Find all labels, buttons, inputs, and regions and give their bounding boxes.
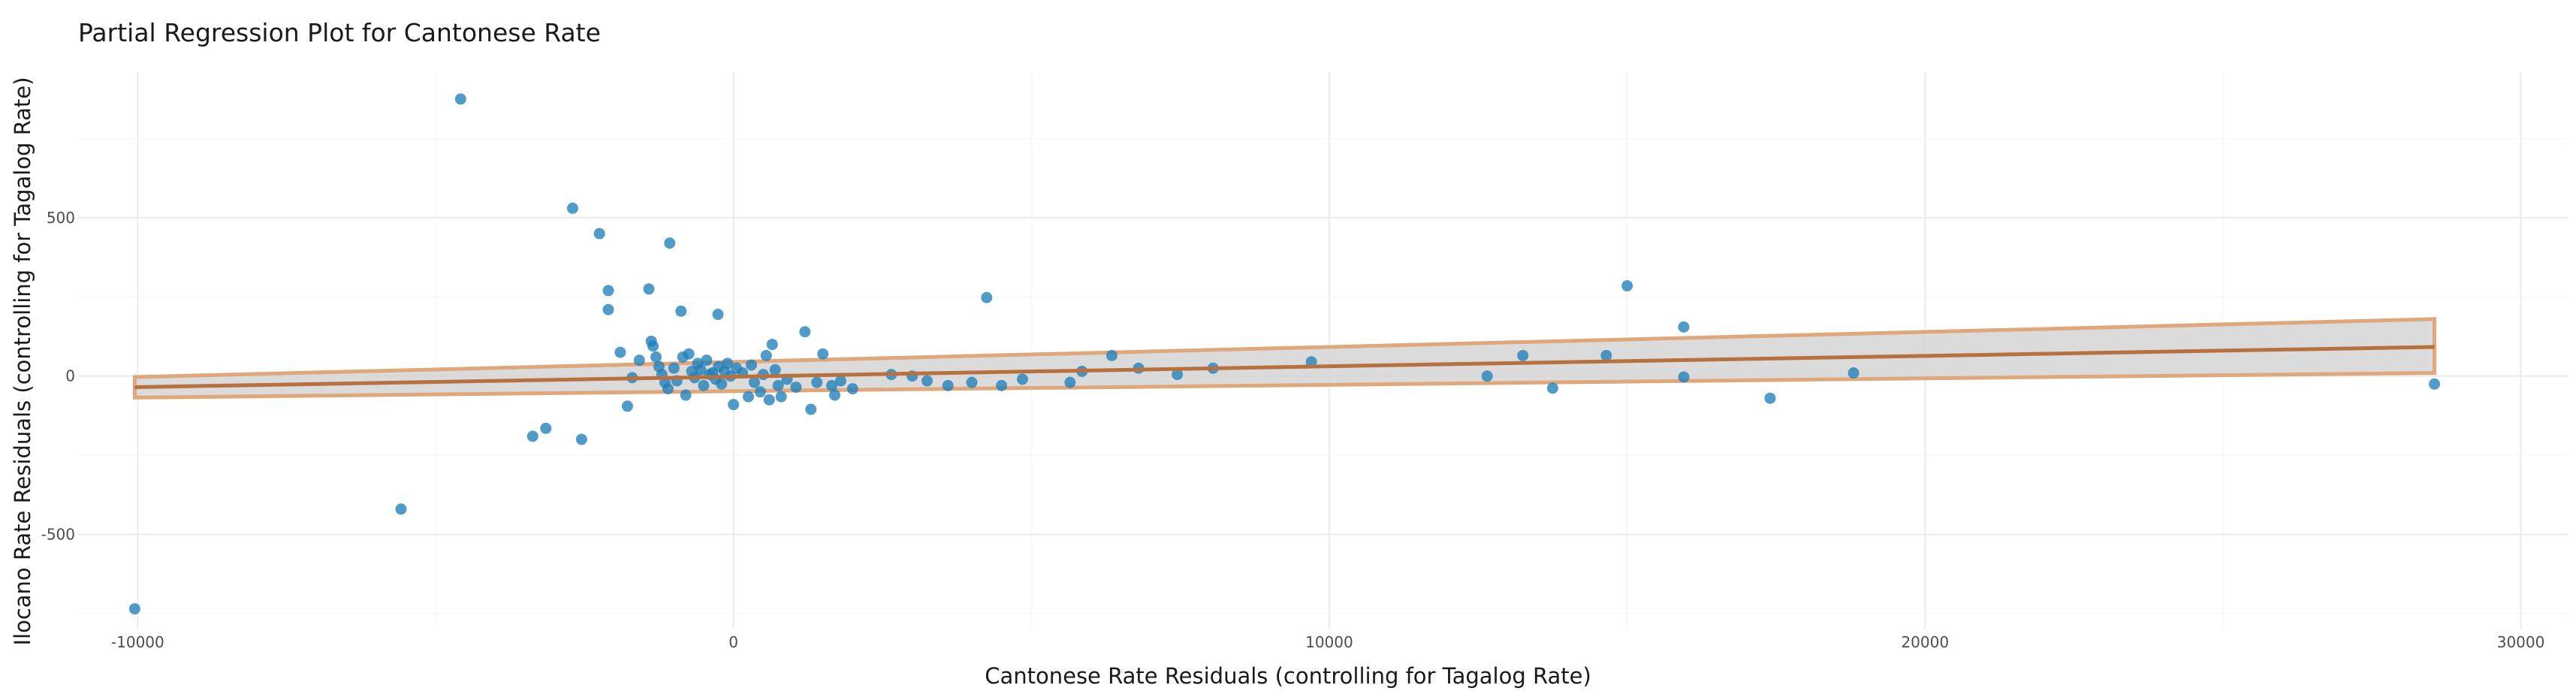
data-point <box>593 228 605 240</box>
data-point <box>728 399 740 411</box>
data-point <box>647 340 659 352</box>
data-point <box>664 237 676 249</box>
data-point <box>633 355 645 367</box>
data-point <box>695 364 707 376</box>
data-point <box>817 348 829 360</box>
data-point <box>763 394 775 406</box>
x-axis-label: Cantonese Rate Residuals (controlling fo… <box>985 663 1591 689</box>
confidence-band <box>132 317 2437 400</box>
data-point <box>395 503 407 515</box>
data-point <box>454 93 466 105</box>
data-point <box>701 355 713 367</box>
x-tick-label: 10000 <box>1305 633 1353 651</box>
fit-line <box>134 345 2435 389</box>
data-point <box>675 305 687 317</box>
data-point <box>1106 349 1118 361</box>
data-point <box>712 309 724 321</box>
data-point <box>921 375 933 387</box>
confidence-band-area <box>132 317 2437 400</box>
data-point <box>828 389 840 401</box>
data-point <box>1064 376 1076 388</box>
data-point <box>846 383 858 395</box>
data-point <box>1621 280 1633 292</box>
data-point <box>942 379 954 391</box>
data-point <box>662 383 674 395</box>
y-tick-label: 500 <box>47 209 75 227</box>
data-point <box>680 389 692 401</box>
data-point <box>760 349 772 361</box>
data-point <box>1172 369 1184 381</box>
data-point <box>805 403 817 415</box>
data-point <box>754 386 766 398</box>
data-point <box>1678 321 1690 333</box>
data-point <box>668 362 680 374</box>
data-point <box>981 291 993 303</box>
data-point <box>996 379 1008 391</box>
data-point <box>1678 371 1690 383</box>
fit-line-group <box>134 345 2435 389</box>
data-point <box>742 391 754 403</box>
data-point <box>722 358 734 370</box>
data-point <box>1305 356 1317 368</box>
data-point <box>128 603 140 615</box>
data-point <box>1016 373 1028 385</box>
data-points <box>128 93 2441 615</box>
data-point <box>540 422 552 434</box>
data-point <box>811 376 823 388</box>
y-axis-label: Ilocano Rate Residuals (controlling for … <box>10 77 35 646</box>
x-tick-label: 30000 <box>2497 633 2545 651</box>
data-point <box>650 351 662 363</box>
x-tick-label: -10000 <box>111 633 164 651</box>
tick-labels: -10000 0 10000 20000 30000 -500 0 500 <box>41 209 2545 651</box>
data-point <box>799 326 811 338</box>
data-point <box>1481 370 1493 382</box>
data-point <box>643 283 655 295</box>
data-point <box>766 339 778 351</box>
data-point <box>602 303 614 315</box>
data-point <box>566 202 578 214</box>
data-point <box>834 375 846 387</box>
data-point <box>1517 349 1529 361</box>
data-point <box>769 364 781 376</box>
chart-title: Partial Regression Plot for Cantonese Ra… <box>78 18 601 47</box>
x-tick-label: 20000 <box>1901 633 1949 651</box>
data-point <box>1848 367 1860 379</box>
data-point <box>526 430 538 442</box>
data-point <box>698 379 710 391</box>
data-point <box>2429 378 2441 390</box>
data-point <box>602 285 614 297</box>
y-tick-label: 0 <box>65 367 75 385</box>
data-point <box>575 433 587 445</box>
x-tick-label: 0 <box>728 633 738 651</box>
data-point <box>772 379 784 391</box>
data-point <box>775 391 787 403</box>
data-point <box>716 378 728 390</box>
data-point <box>826 379 838 391</box>
data-point <box>621 400 633 412</box>
data-point <box>683 348 695 360</box>
data-point <box>790 381 802 393</box>
data-point <box>1546 382 1558 394</box>
data-point <box>748 376 760 388</box>
y-tick-label: -500 <box>41 526 75 544</box>
data-point <box>966 376 978 388</box>
data-point <box>1764 392 1776 404</box>
data-point <box>745 359 757 371</box>
data-point <box>1600 349 1612 361</box>
data-point <box>614 346 626 358</box>
